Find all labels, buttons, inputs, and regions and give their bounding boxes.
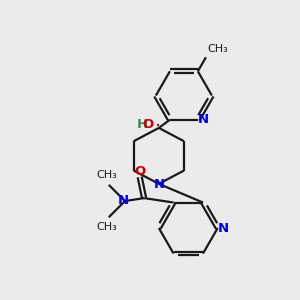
Text: CH₃: CH₃ xyxy=(207,44,228,54)
Text: H: H xyxy=(136,118,148,131)
Text: N: N xyxy=(118,194,129,207)
Text: O: O xyxy=(142,118,154,131)
Text: N: N xyxy=(218,221,229,235)
Text: N: N xyxy=(153,178,164,191)
Text: CH₃: CH₃ xyxy=(96,170,117,180)
Text: O: O xyxy=(134,164,145,178)
Text: N: N xyxy=(198,113,209,126)
Text: CH₃: CH₃ xyxy=(96,222,117,232)
